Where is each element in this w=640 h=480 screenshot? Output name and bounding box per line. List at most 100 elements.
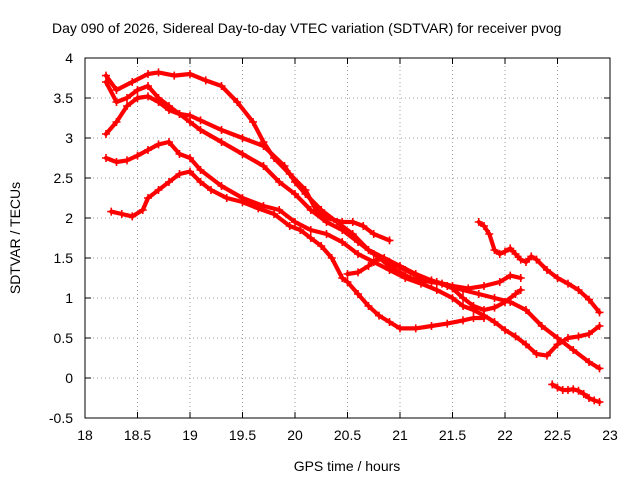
series-track-5 [107,167,488,333]
x-tick-label: 22.5 [544,427,571,443]
x-tick-label: 22 [497,427,513,443]
data-point [469,314,478,322]
data-point [506,244,515,253]
data-point [522,340,530,349]
data-point [459,302,467,310]
data-point [364,262,373,270]
y-tick-label: 0 [65,370,73,386]
data-point [579,390,588,398]
data-point [196,178,205,186]
data-point [217,182,226,190]
series-track-6 [343,254,525,314]
data-point [317,206,326,214]
data-point [511,290,520,298]
data-point [291,178,299,186]
data-point [406,274,415,282]
data-point [385,262,394,270]
x-tick-label: 19 [182,427,198,443]
data-point [165,138,173,146]
data-point [438,279,446,288]
y-tick-label: 2.5 [54,170,74,186]
data-point [564,279,572,288]
data-point [569,385,578,394]
data-point [175,110,184,118]
data-point [490,294,499,302]
data-point [585,394,593,402]
data-point [459,294,467,302]
data-point [485,230,494,238]
data-point [375,311,383,320]
data-point [564,334,572,342]
x-axis-label: GPS time / hours [294,458,401,474]
x-tick-label: 21 [392,427,408,443]
data-point [548,380,557,389]
data-point [123,102,131,110]
data-point [585,330,593,338]
data-point [233,98,242,106]
y-tick-label: 2 [65,210,73,226]
data-point [527,252,536,261]
data-point [217,126,226,134]
data-point [511,250,520,258]
data-point [165,178,173,186]
series-track-8 [548,380,604,406]
data-point [222,194,231,202]
data-point [585,358,593,366]
data-point [138,206,147,214]
data-point [516,274,525,282]
data-point [196,116,205,125]
x-tick-label: 20.5 [334,427,361,443]
data-point [102,130,110,138]
series-track-2 [102,92,604,373]
data-point [343,270,352,278]
data-point [275,206,284,214]
data-point [385,318,394,326]
data-point [327,254,336,262]
data-point [249,118,257,126]
data-point [480,314,488,322]
data-point [133,94,142,102]
data-point [107,207,116,216]
x-tick-label: 21.5 [439,427,466,443]
data-point [133,86,142,94]
grid-layer [85,58,610,418]
data-point [474,218,483,226]
data-point [217,82,226,90]
data-point [553,274,562,282]
series-layer [102,68,604,406]
data-point [553,340,562,349]
data-point [102,78,110,86]
data-point [522,306,530,314]
data-point [186,118,194,126]
data-point [532,255,541,264]
data-point [369,250,378,258]
y-tick-label: 1 [65,290,73,306]
data-point [574,286,583,294]
data-point [112,98,121,106]
y-tick-label: 0.5 [54,330,74,346]
data-point [217,138,226,146]
data-point [133,151,142,160]
y-tick-label: -0.5 [49,410,73,426]
data-point [585,295,593,304]
data-point [490,318,499,326]
data-point [112,118,121,126]
data-point [490,303,499,312]
data-point [175,170,184,178]
series-line [476,219,602,315]
data-point [186,167,194,176]
data-point [375,254,383,262]
chart-title: Day 090 of 2026, Sidereal Day-to-day VTE… [52,20,561,36]
data-point [354,238,362,246]
data-point [306,226,315,234]
data-point [532,350,541,358]
data-point [128,212,137,221]
data-point [427,278,436,286]
data-point [254,204,263,213]
data-point [175,150,184,158]
data-point [275,178,284,186]
data-point [506,271,515,280]
data-point [280,162,289,170]
data-point [432,286,441,294]
data-point [123,94,131,102]
